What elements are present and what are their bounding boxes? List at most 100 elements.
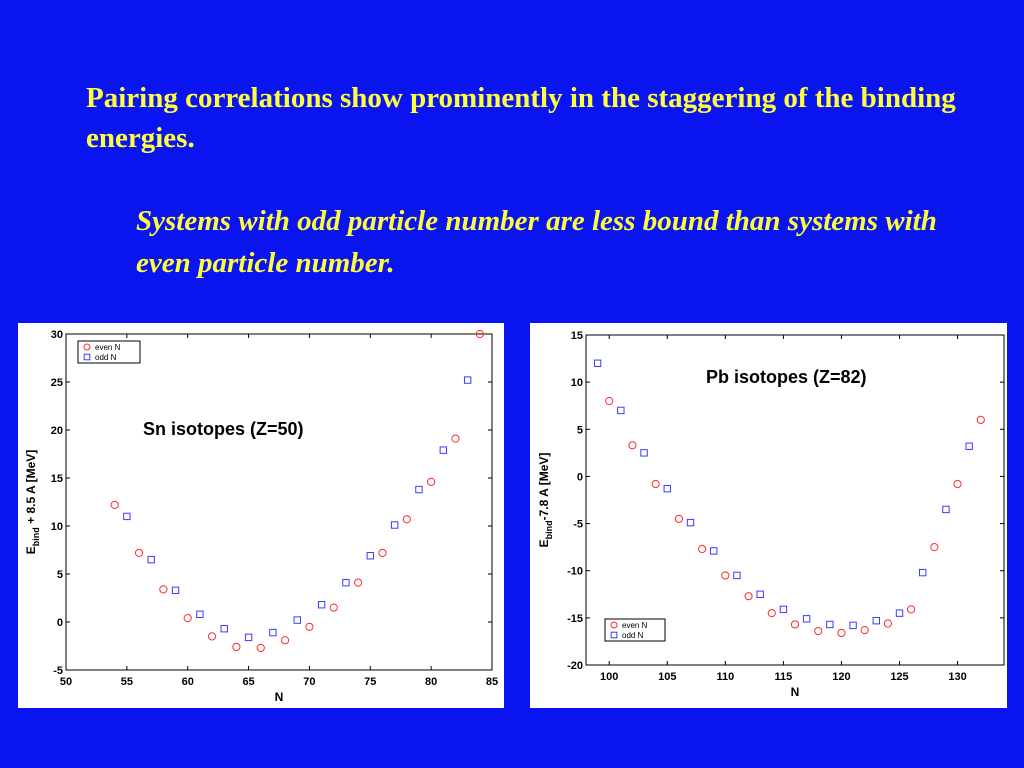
pb-odd-n-point: [756, 590, 764, 598]
sn-odd-n-point: [415, 485, 423, 494]
sn-odd-n-point: [317, 601, 326, 609]
pb-even-n-point: [605, 396, 614, 406]
pb-x-tick-label: 125: [890, 671, 908, 683]
sn-even-n-point: [378, 548, 387, 557]
pb-even-n-point: [976, 415, 985, 424]
pb-odd-n-point: [919, 568, 927, 577]
sn-even-n-point: [354, 578, 363, 587]
pb-odd-n-point: [779, 605, 788, 614]
sn-odd-n-point: [147, 555, 155, 564]
sn-odd-n-point: [463, 376, 472, 384]
pb-odd-n-point: [593, 359, 602, 367]
pb-x-tick-label: 105: [658, 671, 676, 683]
pb-even-n-point: [814, 626, 823, 636]
pb-legend-label: even N: [622, 621, 648, 630]
pb-y-tick-label: -20: [567, 660, 583, 672]
sn-even-n-point: [183, 614, 192, 623]
sn-x-tick-label: 80: [425, 676, 437, 688]
sn-even-n-point: [134, 548, 144, 557]
pb-even-n-point: [930, 543, 939, 552]
pb-even-n-point: [698, 544, 707, 554]
sn-y-tick-label: -5: [53, 665, 63, 677]
pb-y-tick-label: 5: [577, 424, 583, 436]
pb-odd-n-point: [849, 621, 857, 630]
pb-even-n-point: [744, 592, 753, 601]
sn-even-n-point: [427, 477, 436, 486]
sn-y-tick-label: 20: [51, 425, 63, 437]
pb-x-axis-label: N: [791, 685, 800, 699]
pb-even-n-point: [628, 441, 637, 450]
sn-even-n-point: [305, 622, 314, 631]
pb-even-n-point: [907, 605, 916, 614]
pb-even-n-point: [721, 571, 730, 580]
pb-odd-n-point: [663, 484, 671, 493]
pb-even-n-point: [767, 609, 776, 618]
pb-even-n-point: [860, 626, 869, 635]
sn-odd-n-point: [366, 552, 374, 560]
sn-even-n-point: [110, 500, 119, 509]
pb-x-tick-label: 120: [832, 671, 850, 683]
sn-odd-n-point: [342, 578, 350, 587]
sn-x-tick-label: 65: [242, 676, 254, 688]
sn-x-tick-label: 85: [486, 676, 498, 688]
sn-even-n-point: [207, 632, 217, 641]
pb-legend-label: odd N: [622, 631, 644, 640]
pb-odd-n-point: [895, 609, 904, 617]
pb-plot-frame: [585, 334, 1005, 666]
sn-even-n-point: [256, 643, 265, 653]
sn-x-tick-label: 50: [60, 676, 72, 688]
sn-legend-label: even N: [95, 343, 121, 352]
sn-legend-box: [77, 340, 141, 364]
pb-y-tick-label: -15: [567, 613, 583, 625]
pb-x-tick-label: 110: [716, 671, 734, 683]
sn-y-tick-label: 10: [51, 521, 63, 533]
sn-isotopes-annotation: Sn isotopes (Z=50): [143, 419, 304, 439]
pb-odd-n-point: [617, 406, 625, 415]
pb-odd-n-point: [710, 547, 718, 555]
sn-y-tick-label: 15: [51, 473, 63, 485]
pb-even-n-point: [790, 620, 800, 629]
pb-odd-n-point: [872, 616, 880, 625]
sn-y-tick-label: 0: [57, 617, 63, 629]
pb-y-tick-label: -5: [573, 519, 583, 531]
sn-odd-n-point: [171, 586, 180, 595]
sn-x-tick-label: 60: [182, 676, 194, 688]
sn-even-n-point: [402, 515, 411, 524]
pb-legend-odd-marker: [610, 631, 618, 639]
sn-odd-n-point: [123, 512, 131, 521]
pb-odd-n-point: [686, 518, 695, 527]
sn-even-n-point: [232, 642, 241, 652]
pb-x-tick-label: 115: [775, 671, 793, 683]
sn-isotopes-chart: 50 55 60 65 70 75 80 85 -5 0 5 10 15 20 25 30 N Ebind + 8…: [24, 329, 498, 704]
pb-even-n-point: [651, 479, 660, 489]
sn-x-tick-label: 75: [364, 676, 376, 688]
slide-headline: Pairing correlations show prominently in…: [86, 82, 956, 154]
pb-y-tick-label: 15: [571, 330, 583, 342]
pb-even-n-point: [883, 619, 892, 628]
pb-y-tick-label: -10: [567, 566, 583, 578]
sn-even-n-point: [329, 603, 338, 612]
pb-odd-n-point: [942, 505, 950, 514]
pb-isotopes-chart: 100 105 110 115 120 125 130 -20 -15 -10 -5 0 5 10 15 N E…: [537, 330, 1005, 699]
sn-plot-frame: [65, 333, 493, 671]
sn-even-n-point: [475, 329, 484, 339]
sn-odd-n-point: [390, 521, 399, 529]
sn-odd-n-point: [269, 628, 277, 637]
pb-even-n-point: [953, 479, 962, 489]
sn-legend-odd-marker: [83, 353, 91, 361]
pb-chart-panel: 100 105 110 115 120 125 130 -20 -15 -10 -5 0 5 10 15 N E…: [530, 323, 1007, 708]
pb-y-axis-label: Ebind-7.8 A [MeV]: [537, 453, 554, 548]
pb-odd-n-point: [802, 615, 811, 623]
sn-legend-label: odd N: [95, 353, 117, 362]
pb-odd-n-point: [826, 620, 834, 629]
pb-odd-n-point: [965, 442, 973, 450]
pb-x-tick-label: 130: [948, 671, 966, 683]
sn-odd-n-point: [196, 610, 204, 619]
sn-even-n-point: [159, 585, 168, 594]
pb-even-n-point: [837, 628, 846, 638]
slide-subline: Systems with odd particle number are les…: [136, 205, 937, 279]
sn-x-axis-label: N: [275, 690, 284, 704]
sn-even-n-point: [451, 434, 460, 443]
pb-odd-n-point: [640, 449, 648, 457]
sn-x-tick-label: 70: [303, 676, 315, 688]
